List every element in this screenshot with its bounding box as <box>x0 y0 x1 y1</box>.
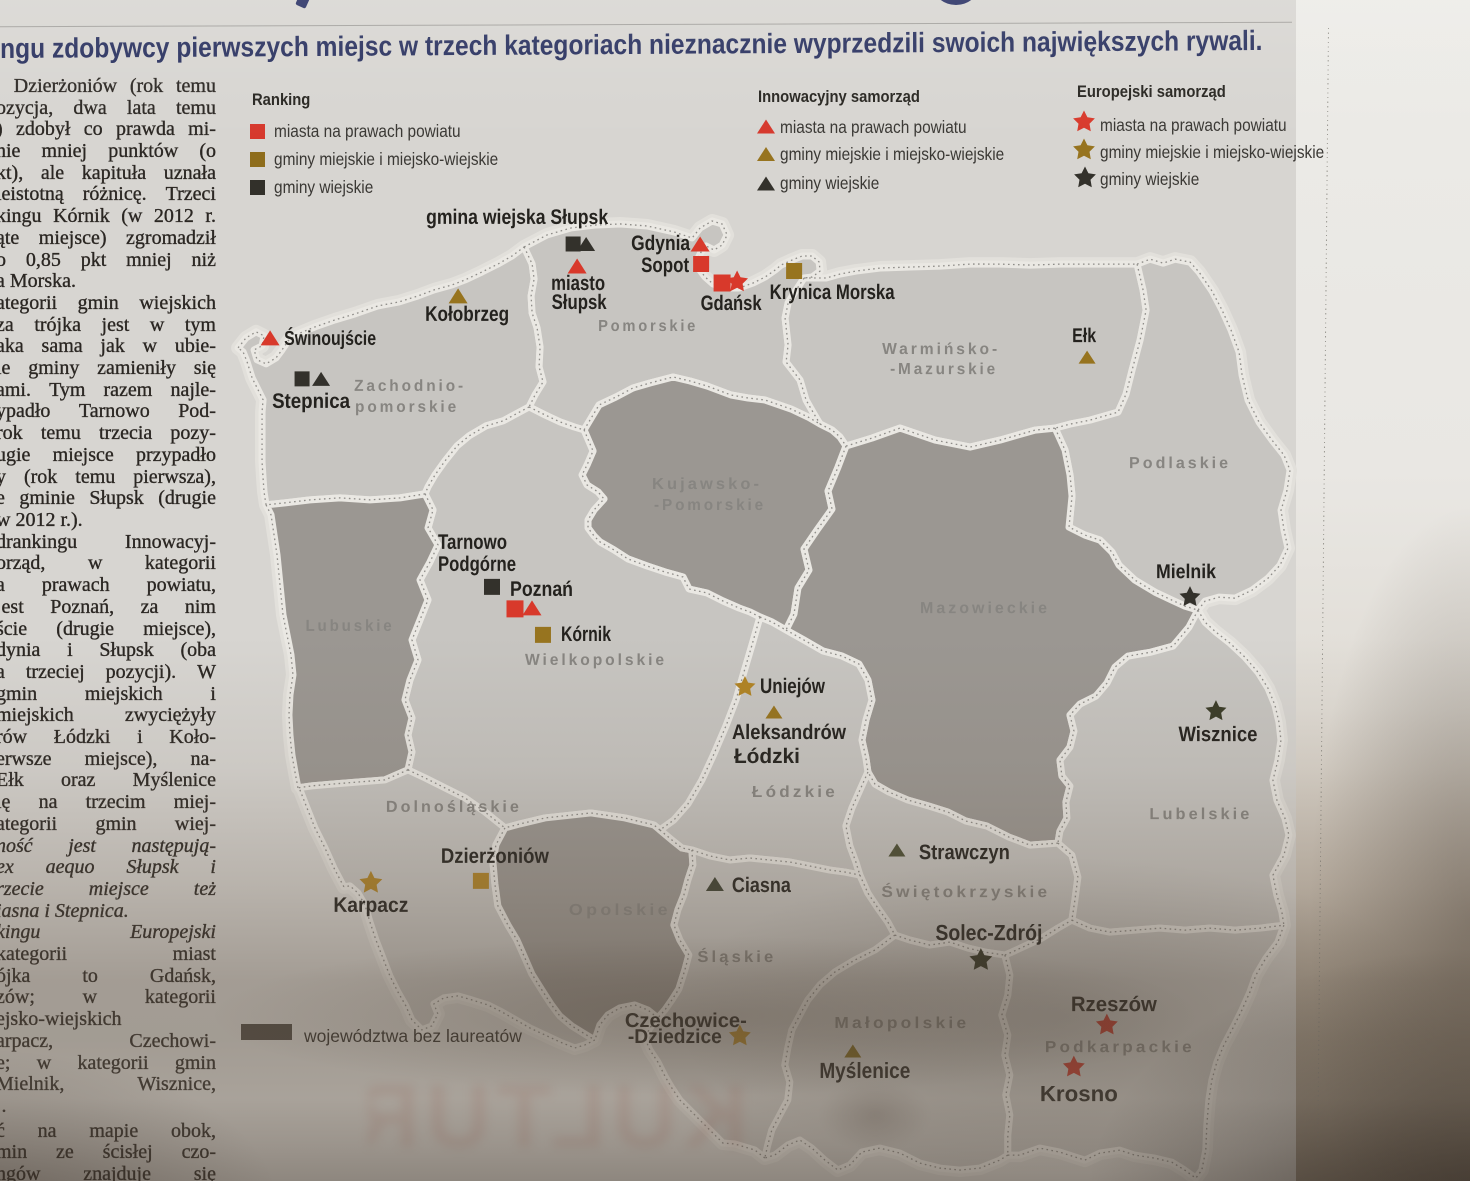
svg-text:-Pomorskie: -Pomorskie <box>654 497 766 514</box>
svg-text:Opolskie: Opolskie <box>569 902 671 919</box>
svg-text:Aleksandrów: Aleksandrów <box>732 721 847 744</box>
svg-text:Strawczyn: Strawczyn <box>919 841 1010 864</box>
svg-text:Poznań: Poznań <box>510 578 573 601</box>
svg-text:Gdańsk: Gdańsk <box>701 292 762 315</box>
svg-text:Uniejów: Uniejów <box>760 675 826 698</box>
svg-text:Podlaskie: Podlaskie <box>1129 455 1231 472</box>
svg-text:Sopot: Sopot <box>641 254 689 277</box>
svg-text:Dolnośląskie: Dolnośląskie <box>386 799 522 816</box>
svg-text:Świętokrzyskie: Świętokrzyskie <box>881 882 1050 901</box>
svg-text:Rzeszów: Rzeszów <box>1071 993 1158 1016</box>
svg-text:Karpacz: Karpacz <box>333 894 408 917</box>
svg-text:Śląskie: Śląskie <box>697 947 776 966</box>
svg-text:Mazowieckie: Mazowieckie <box>920 600 1050 617</box>
svg-text:Podgórne: Podgórne <box>438 553 516 576</box>
svg-text:Podkarpackie: Podkarpackie <box>1045 1039 1195 1056</box>
svg-text:Ełk: Ełk <box>1072 325 1097 347</box>
svg-text:Świnoujście: Świnoujście <box>284 327 376 350</box>
svg-text:Krynica Morska: Krynica Morska <box>770 281 895 304</box>
svg-text:Wielkopolskie: Wielkopolskie <box>525 652 667 669</box>
svg-text:Pomorskie: Pomorskie <box>598 318 698 335</box>
svg-text:Małopolskie: Małopolskie <box>834 1015 969 1032</box>
svg-text:Kujawsko-: Kujawsko- <box>652 476 762 493</box>
svg-text:Solec-Zdrój: Solec-Zdrój <box>935 920 1042 945</box>
svg-text:Dzierżoniów: Dzierżoniów <box>441 845 550 868</box>
svg-text:Wisznice: Wisznice <box>1178 723 1257 746</box>
svg-text:Łódzki: Łódzki <box>734 745 800 768</box>
svg-text:-Dziedzice: -Dziedzice <box>628 1026 722 1048</box>
svg-text:Stepnica: Stepnica <box>272 390 350 413</box>
svg-text:Warmińsko-: Warmińsko- <box>882 341 1000 358</box>
svg-text:Krosno: Krosno <box>1040 1081 1118 1106</box>
svg-text:Zachodnio-: Zachodnio- <box>354 378 466 395</box>
svg-text:Ciasna: Ciasna <box>732 874 791 897</box>
svg-text:Lubuskie: Lubuskie <box>305 618 394 635</box>
svg-text:pomorskie: pomorskie <box>355 399 459 416</box>
svg-text:Kołobrzeg: Kołobrzeg <box>425 303 509 326</box>
svg-text:Tarnowo: Tarnowo <box>438 531 507 554</box>
svg-text:Łódzkie: Łódzkie <box>752 784 838 801</box>
svg-text:Kórnik: Kórnik <box>561 623 611 646</box>
svg-text:Lubelskie: Lubelskie <box>1149 806 1252 823</box>
svg-text:-Mazurskie: -Mazurskie <box>890 361 998 378</box>
svg-text:Słupsk: Słupsk <box>552 291 607 314</box>
svg-text:Mielnik: Mielnik <box>1156 561 1217 583</box>
